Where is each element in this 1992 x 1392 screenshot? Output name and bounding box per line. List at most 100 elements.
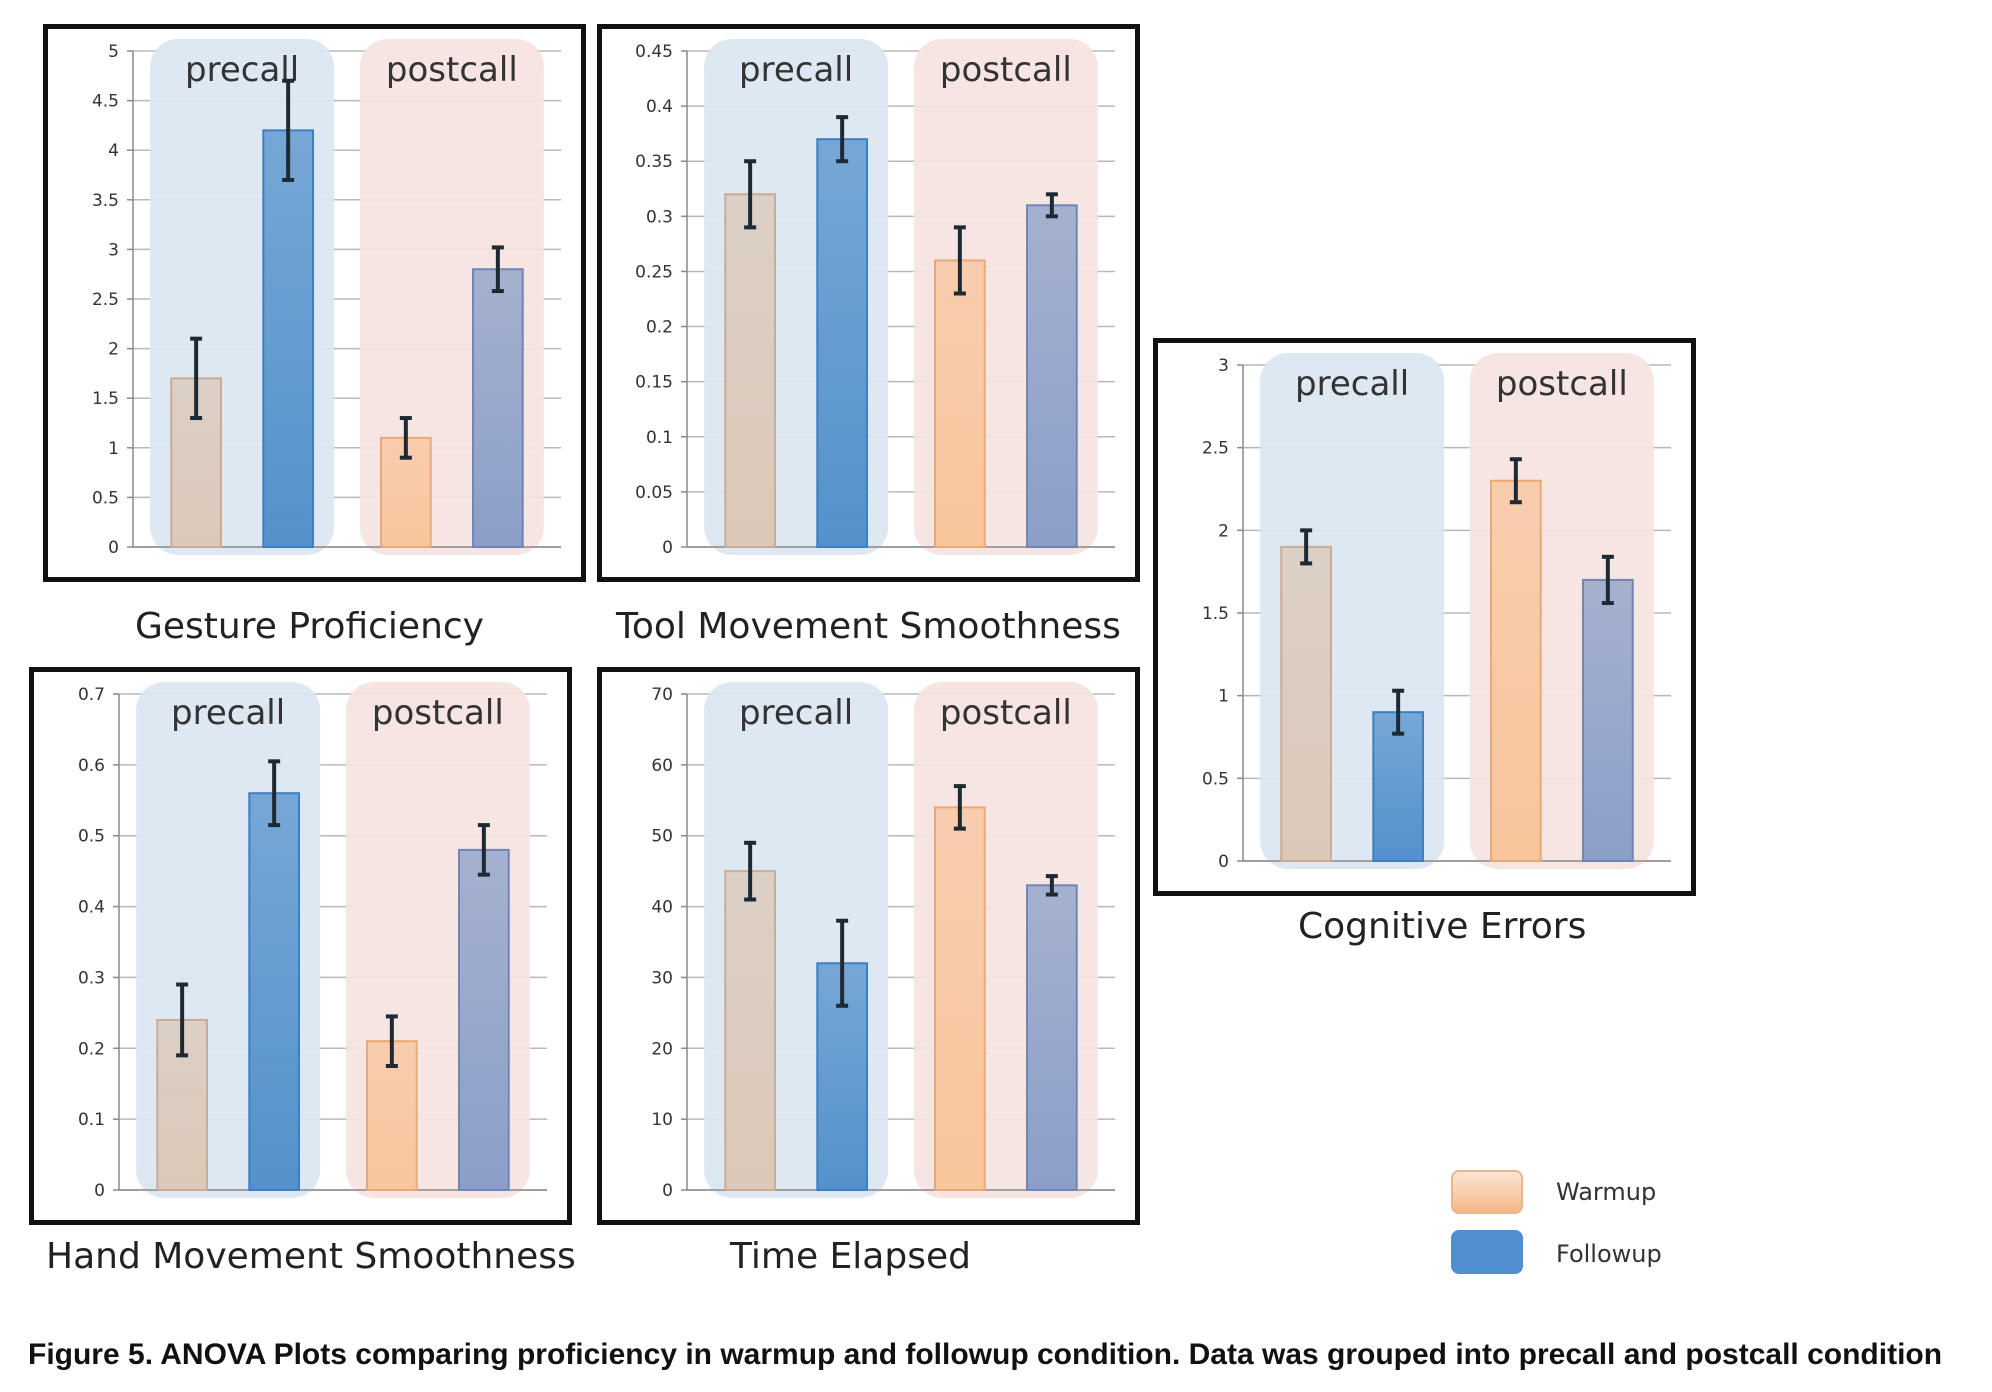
bar-postcall-followup (1026, 204, 1078, 549)
bar-precall-followup (248, 792, 300, 1191)
error-bar (491, 245, 504, 294)
y-tick-label: 0.45 (635, 42, 673, 62)
bar-postcall-warmup (934, 806, 986, 1191)
error-bar (1045, 192, 1058, 219)
chart-panel-time-elapsed: precall postcall 0 10 20 30 40 50 60 70 (597, 667, 1140, 1225)
legend-label-warmup: Warmup (1556, 1178, 1657, 1206)
error-bar (744, 840, 757, 902)
y-tick-label: 20 (651, 1039, 673, 1059)
bar-postcall-warmup (934, 259, 986, 549)
y-tick-label: 0.3 (646, 207, 673, 227)
group-label-postcall: postcall (940, 693, 1072, 733)
error-bar (836, 115, 849, 164)
y-tick-label: 40 (651, 898, 673, 918)
y-tick-label: 0.5 (1202, 769, 1229, 789)
y-tick-label: 3 (108, 240, 119, 260)
bar-precall-followup (1372, 711, 1424, 863)
error-bar (744, 159, 757, 230)
y-tick-label: 0.2 (78, 1039, 105, 1059)
y-tick-label: 1 (1218, 687, 1229, 707)
legend-swatch-warmup (1451, 1170, 1523, 1214)
group-label-postcall: postcall (386, 50, 518, 90)
y-tick-label: 0.7 (78, 685, 105, 705)
chart-title-gesture-proficiency: Gesture Proficiency (135, 606, 484, 647)
group-label-postcall: postcall (372, 693, 504, 733)
y-tick-label: 0 (662, 538, 673, 558)
error-bar (953, 784, 966, 831)
y-tick-label: 0.25 (635, 262, 673, 282)
chart-title-hand-movement-smoothness: Hand Movement Smoothness (46, 1236, 576, 1277)
error-bar (282, 78, 295, 182)
y-tick-label: 0.15 (635, 373, 673, 393)
y-tick-label: 0.35 (635, 152, 673, 172)
chart-time-elapsed: precall postcall 0 10 20 30 40 50 60 70 (651, 682, 1115, 1201)
y-tick-label: 0 (94, 1181, 105, 1201)
y-tick-label: 2 (1218, 521, 1229, 541)
y-tick-label: 0.3 (78, 968, 105, 988)
group-label-postcall: postcall (940, 50, 1072, 90)
group-label-precall: precall (1295, 364, 1409, 404)
y-tick-label: 30 (651, 968, 673, 988)
error-bar (1045, 874, 1058, 897)
legend-label-followup: Followup (1556, 1240, 1662, 1268)
bar-precall-warmup (1280, 545, 1332, 862)
chart-panel-gesture-proficiency: precall postcall 0 0.5 1 1.5 2 2.5 3 3.5 4 4.5 5 (43, 24, 586, 582)
y-tick-label: 2 (108, 340, 119, 360)
y-tick-label: 1.5 (92, 389, 119, 409)
y-tick-label: 0.05 (635, 483, 673, 503)
y-tick-label: 0 (108, 538, 119, 558)
y-tick-label: 5 (108, 42, 119, 62)
error-bar (1509, 457, 1522, 505)
group-label-postcall: postcall (1496, 364, 1628, 404)
chart-panel-cognitive-errors: precall postcall 0 0.5 1 1.5 2 2.5 3 (1153, 338, 1696, 896)
group-label-precall: precall (739, 693, 853, 733)
y-tick-label: 70 (651, 685, 673, 705)
error-bar (1392, 688, 1405, 736)
group-label-precall: precall (185, 50, 299, 90)
bar-precall-warmup (724, 870, 776, 1191)
y-tick-label: 4.5 (92, 92, 119, 112)
bar-precall-followup (816, 138, 868, 549)
chart-title-time-elapsed: Time Elapsed (730, 1236, 971, 1277)
y-tick-label: 0.4 (646, 97, 673, 117)
error-bar (268, 759, 281, 828)
y-tick-label: 0.6 (78, 756, 105, 776)
error-bar (190, 336, 203, 421)
y-tick-label: 3.5 (92, 191, 119, 211)
y-tick-label: 1.5 (1202, 604, 1229, 624)
bar-precall-warmup (724, 193, 776, 549)
chart-title-tool-movement-smoothness: Tool Movement Smoothness (616, 606, 1121, 647)
y-tick-label: 0 (1218, 852, 1229, 872)
chart-panel-tool-movement-smoothness: precall postcall 0 0.05 0.1 0.15 0.2 0.25 0.3 0.3… (597, 24, 1140, 582)
error-bar (836, 918, 849, 1008)
error-bar (385, 1014, 398, 1068)
y-tick-label: 3 (1218, 356, 1229, 376)
error-bar (477, 823, 490, 877)
y-tick-label: 0.4 (78, 898, 105, 918)
chart-cognitive-errors: precall postcall 0 0.5 1 1.5 2 2.5 3 (1202, 353, 1671, 872)
figure-caption: Figure 5. ANOVA Plots comparing proficie… (28, 1338, 1943, 1371)
bar-postcall-followup (458, 848, 510, 1191)
y-tick-label: 60 (651, 756, 673, 776)
chart-title-cognitive-errors: Cognitive Errors (1298, 906, 1587, 947)
legend-swatch-followup (1451, 1230, 1523, 1274)
y-tick-label: 0 (662, 1181, 673, 1201)
y-tick-label: 10 (651, 1110, 673, 1130)
error-bar (1300, 528, 1313, 566)
y-tick-label: 4 (108, 141, 119, 161)
y-tick-label: 0.5 (92, 488, 119, 508)
chart-tool-movement-smoothness: precall postcall 0 0.05 0.1 0.15 0.2 0.25 0.3 0.3… (635, 39, 1115, 558)
y-tick-label: 0.2 (646, 318, 673, 338)
bar-precall-followup (262, 129, 314, 549)
bar-postcall-warmup (1490, 479, 1542, 862)
y-tick-label: 1 (108, 439, 119, 459)
y-tick-label: 50 (651, 827, 673, 847)
y-tick-label: 2.5 (1202, 439, 1229, 459)
y-tick-label: 0.5 (78, 827, 105, 847)
error-bar (1601, 554, 1614, 606)
chart-hand-movement-smoothness: precall postcall 0 0.1 0.2 0.3 0.4 0.5 0.6 0.7 (78, 682, 547, 1201)
group-label-precall: precall (171, 693, 285, 733)
y-tick-label: 0.1 (78, 1110, 105, 1130)
bar-postcall-followup (1026, 884, 1078, 1191)
chart-panel-hand-movement-smoothness: precall postcall 0 0.1 0.2 0.3 0.4 0.5 0.6 0.7 (29, 667, 572, 1225)
